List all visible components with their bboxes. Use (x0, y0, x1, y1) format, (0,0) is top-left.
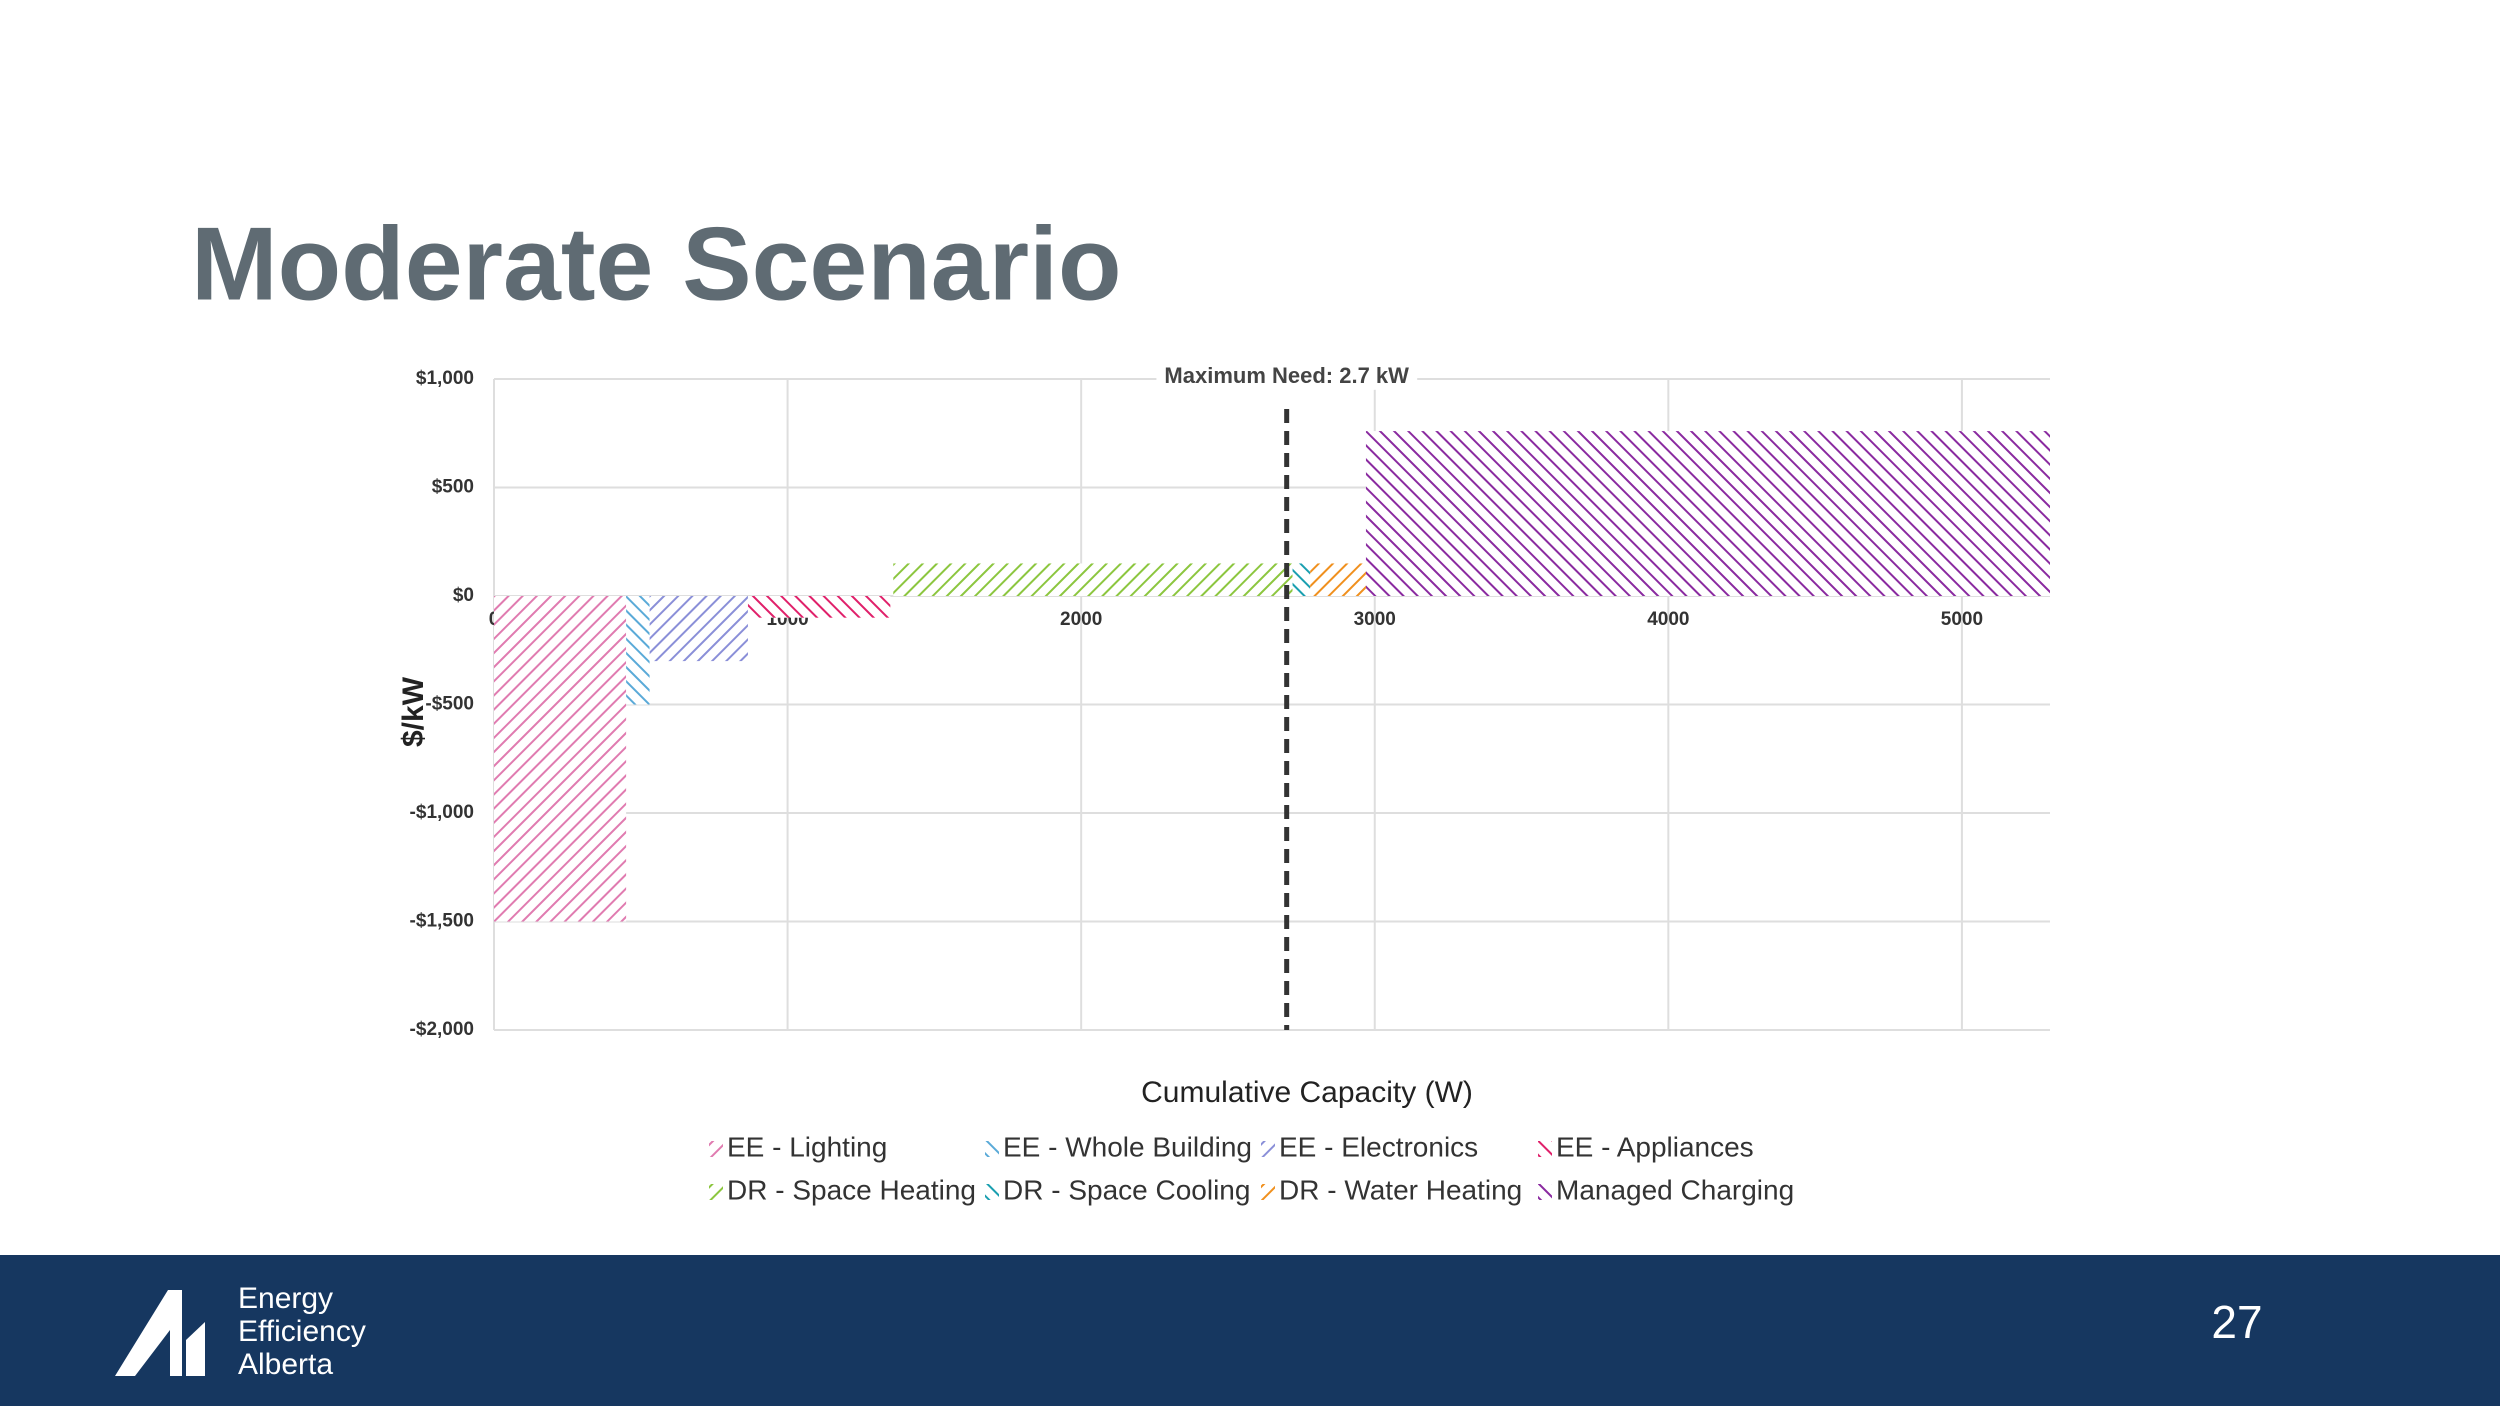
legend-swatch (709, 1141, 723, 1157)
legend-swatch (1538, 1141, 1552, 1157)
y-tick-label: $1,000 (416, 368, 474, 389)
x-tick-label: 2000 (1060, 609, 1102, 630)
slide-title: Moderate Scenario (191, 206, 1122, 322)
legend-swatch (1261, 1141, 1275, 1157)
legend-label: EE - Lighting (727, 1131, 887, 1162)
y-tick-label: -$1,500 (410, 911, 474, 932)
bar (649, 596, 748, 662)
logo (115, 1290, 205, 1376)
legend-swatch (1538, 1184, 1552, 1200)
y-tick-label: $0 (453, 585, 474, 606)
logo-mark (115, 1290, 182, 1376)
bar (1365, 431, 2050, 596)
y-tick-label: -$1,000 (410, 802, 474, 823)
legend-label: EE - Whole Building (1003, 1131, 1252, 1162)
y-axis-title: $/kW (397, 676, 430, 747)
bar (626, 596, 650, 705)
legend-label: DR - Space Heating (727, 1174, 976, 1205)
page-number: 27 (2211, 1296, 2262, 1348)
annotation-bg (1156, 360, 1418, 390)
legend-label: EE - Electronics (1279, 1131, 1478, 1162)
logo-text: Energy (238, 1282, 333, 1315)
bar (1292, 563, 1311, 596)
legend-swatch (1261, 1184, 1275, 1200)
bar (494, 596, 627, 922)
y-tick-label: -$2,000 (410, 1019, 474, 1040)
annotation-label: Maximum Need: 2.7 kW (1164, 363, 1409, 388)
logo-text: Alberta (238, 1348, 333, 1381)
footer-band (0, 1255, 2500, 1406)
y-tick-label: -$500 (425, 694, 474, 715)
legend-swatch (985, 1141, 999, 1157)
x-axis-title: Cumulative Capacity (W) (1141, 1076, 1473, 1109)
bar (1310, 563, 1366, 596)
bar (747, 596, 891, 618)
legend-swatch (709, 1184, 723, 1200)
plot: $1,000$500$0-$500-$1,000-$1,500-$2,00001… (410, 360, 2050, 1205)
x-tick-label: 4000 (1647, 609, 1689, 630)
bar (893, 563, 1293, 596)
logo-mark-2 (186, 1322, 205, 1376)
legend-label: EE - Appliances (1556, 1131, 1754, 1162)
y-tick-label: $500 (432, 477, 474, 498)
legend-label: DR - Space Cooling (1003, 1174, 1250, 1205)
legend-swatch (985, 1184, 999, 1200)
x-tick-label: 5000 (1941, 609, 1983, 630)
logo-text: Efficiency (238, 1315, 366, 1348)
x-tick-label: 3000 (1354, 609, 1396, 630)
legend-label: Managed Charging (1556, 1174, 1794, 1205)
legend-label: DR - Water Heating (1279, 1174, 1522, 1205)
